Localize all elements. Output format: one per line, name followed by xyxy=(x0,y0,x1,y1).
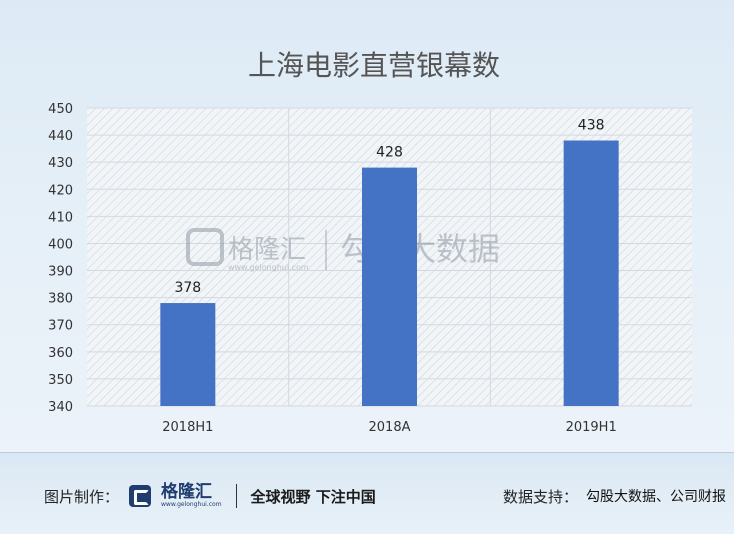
y-tick-label: 400 xyxy=(48,237,73,252)
y-tick-label: 420 xyxy=(48,183,73,198)
x-axis-ticks: 2018H1 2018A 2019H1 xyxy=(162,420,616,435)
x-tick-label: 2019H1 xyxy=(566,420,617,435)
y-tick-label: 410 xyxy=(48,210,73,225)
footer-divider xyxy=(235,484,237,508)
bar xyxy=(362,167,417,406)
bar xyxy=(563,140,619,406)
y-tick-label: 390 xyxy=(48,265,73,280)
watermark-brand: 格隆汇 xyxy=(228,235,306,265)
watermark: 格隆汇 www.gelonghui.com 勾股大数据 xyxy=(186,228,500,272)
logo-name: 格隆汇 xyxy=(161,482,213,502)
x-tick-label: 2018A xyxy=(369,420,411,435)
footer-credit: 图片制作： 格隆汇 www.gelonghui.com 全球视野 下注中国 xyxy=(44,483,376,509)
chart-title: 上海电影直营银幕数 xyxy=(248,49,500,82)
y-tick-label: 450 xyxy=(48,102,73,117)
watermark-logo-icon xyxy=(186,228,224,266)
footer: 图片制作： 格隆汇 www.gelonghui.com 全球视野 下注中国 数据… xyxy=(0,452,734,534)
y-tick-label: 340 xyxy=(48,400,73,415)
bar-value-label: 438 xyxy=(578,118,605,134)
data-support-label: 数据支持： xyxy=(502,487,578,506)
bar xyxy=(160,303,216,406)
bar-value-label: 378 xyxy=(174,280,201,296)
footer-source: 数据支持： 勾股大数据、公司财报 xyxy=(503,483,726,509)
data-support-value: 勾股大数据、公司财报 xyxy=(586,489,726,505)
x-tick-label: 2018H1 xyxy=(162,420,213,435)
gelonghui-logo-icon xyxy=(129,485,152,507)
chart: 上海电影直营银幕数 格隆汇 www.gelonghui.com 勾股大数据 34… xyxy=(48,49,692,435)
y-tick-label: 370 xyxy=(48,319,73,334)
y-tick-label: 380 xyxy=(48,292,73,307)
y-tick-label: 440 xyxy=(48,129,73,144)
watermark-url: www.gelonghui.com xyxy=(228,263,309,272)
y-tick-label: 430 xyxy=(48,156,73,171)
slogan: 全球视野 下注中国 xyxy=(250,487,376,506)
logo: 格隆汇 www.gelonghui.com xyxy=(161,484,222,508)
bar-value-label: 428 xyxy=(376,145,403,161)
made-by-label: 图片制作： xyxy=(44,487,120,506)
logo-url: www.gelonghui.com xyxy=(161,501,222,508)
y-tick-label: 360 xyxy=(48,346,73,361)
y-tick-label: 350 xyxy=(48,373,73,388)
bars xyxy=(160,140,619,406)
y-axis-ticks: 340 350 360 370 380 390 400 410 420 430 440 450 xyxy=(48,102,73,415)
data-labels: 378 428 438 xyxy=(174,118,604,297)
